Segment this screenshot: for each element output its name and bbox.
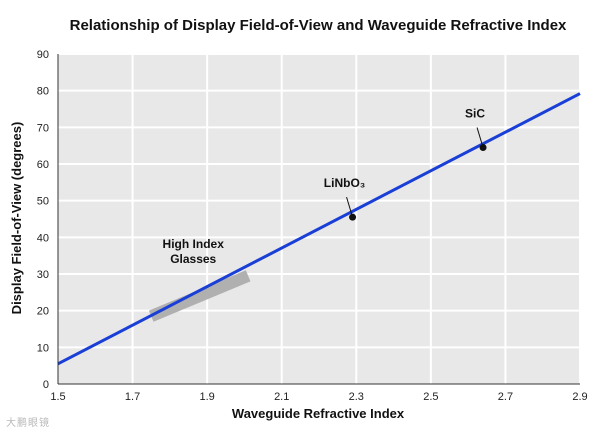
point-label: SiC — [465, 107, 485, 121]
x-tick-label: 1.7 — [125, 391, 140, 403]
bands: High Index Glasses — [148, 237, 251, 322]
y-tick-label: 60 — [37, 159, 49, 171]
y-tick-label: 70 — [37, 122, 49, 134]
series — [57, 92, 581, 366]
x-tick-label: 2.7 — [498, 391, 513, 403]
point-label: LiNbO₃ — [324, 176, 366, 190]
x-tick-label: 2.5 — [423, 391, 438, 403]
band-label-line: Glasses — [170, 252, 216, 266]
y-tick-label: 0 — [43, 379, 49, 391]
annotations: LiNbO₃ SiC — [324, 107, 485, 218]
x-tick-label: 1.5 — [50, 391, 65, 403]
watermark: 大鹏眼镜 — [6, 418, 50, 429]
y-tick-label: 20 — [37, 306, 49, 318]
y-tick-label: 80 — [37, 86, 49, 98]
grid — [58, 53, 581, 384]
series-line — [57, 92, 581, 366]
y-tick-label: 50 — [37, 196, 49, 208]
band-label: High Index Glasses — [163, 237, 225, 266]
y-tick-label: 10 — [37, 342, 49, 354]
chart-title: Relationship of Display Field-of-View an… — [70, 17, 567, 34]
y-tick-label: 30 — [37, 269, 49, 281]
leader-line — [476, 127, 484, 148]
axes — [57, 54, 580, 385]
band-high-index-glasses — [148, 270, 251, 322]
band-label-line: High Index — [163, 237, 225, 251]
y-axis-label: Display Field-of-View (degrees) — [9, 122, 24, 315]
y-tick-label: 90 — [37, 49, 49, 61]
y-tick-label: 40 — [37, 232, 49, 244]
tick-labels: 1.5 1.7 1.9 2.1 2.3 2.5 2.7 2.9 0 10 20 30 40 50 60 70 8… — [37, 49, 588, 403]
x-tick-label: 2.9 — [572, 391, 587, 403]
x-axis-label: Waveguide Refractive Index — [232, 406, 405, 421]
x-tick-label: 2.1 — [274, 391, 289, 403]
x-tick-label: 1.9 — [199, 391, 214, 403]
plot-area — [58, 54, 580, 384]
leader-line — [346, 197, 354, 218]
x-tick-label: 2.3 — [349, 391, 364, 403]
